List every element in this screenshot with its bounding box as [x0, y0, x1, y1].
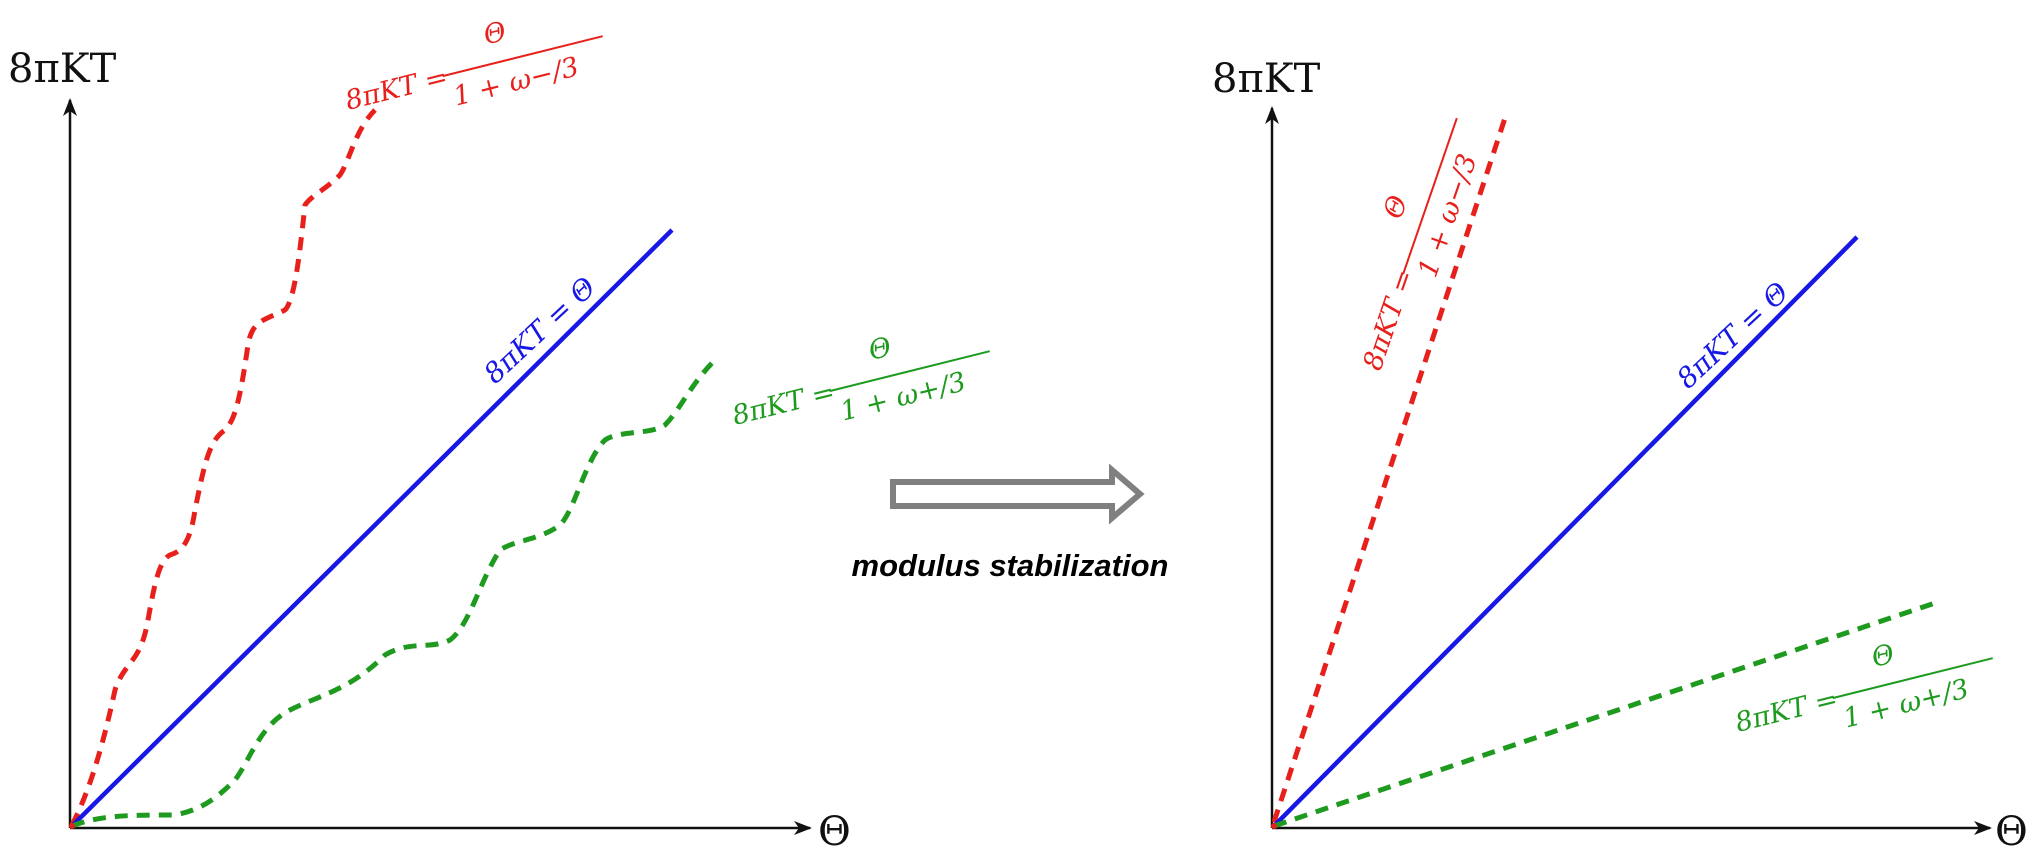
left-x-axis-label: Θ [818, 809, 851, 852]
right-red-fraction-bar [1402, 117, 1458, 275]
right-panel: 8πKT Θ 8πKT = Θ 1 + ω−/3 8πKT = Θ 8πKT =… [1212, 56, 2028, 852]
left-green-label: 8πKT = Θ 1 + ω+/3 [729, 331, 990, 432]
transition-arrow [890, 463, 1145, 525]
left-origin-dot [69, 823, 75, 829]
right-green-label-lhs: 8πKT = [1732, 683, 1841, 738]
left-green-label-lhs: 8πKT = [729, 376, 838, 431]
left-green-fraction-bar [829, 350, 990, 393]
right-y-axis-label: 8πKT [1212, 56, 1321, 102]
left-blue-line [70, 228, 674, 828]
right-red-line [1271, 117, 1508, 823]
left-red-fraction-bar [442, 35, 603, 78]
right-blue-label: 8πKT = Θ [1670, 275, 1795, 395]
right-red-label-lhs: 8πKT = [1357, 266, 1420, 375]
left-red-label-numerator: Θ [480, 16, 509, 51]
left-green-label-numerator: Θ [866, 331, 895, 366]
left-red-curve [69, 108, 377, 827]
left-red-label: 8πKT = Θ 1 + ω−/3 [342, 16, 603, 117]
left-y-axis-label: 8πKT [8, 46, 117, 92]
left-red-label-lhs: 8πKT = [342, 61, 451, 116]
left-red-label-denominator: 1 + ω−/3 [450, 51, 582, 112]
left-panel: 8πKT Θ 8πKT = Θ 1 + ω−/3 8πKT = Θ 8πKT =… [8, 16, 990, 852]
right-green-label-numerator: Θ [1869, 638, 1898, 673]
right-x-axis-label: Θ [1995, 809, 2028, 852]
right-blue-line [1272, 235, 1859, 828]
left-blue-label: 8πKT = Θ [477, 270, 602, 390]
left-green-curve [71, 358, 717, 829]
arrow-caption: modulus stabilization [851, 548, 1169, 583]
right-origin-dot [1271, 823, 1277, 829]
right-green-label: 8πKT = Θ 1 + ω+/3 [1732, 638, 1993, 739]
left-green-label-denominator: 1 + ω+/3 [837, 366, 969, 427]
right-green-label-denominator: 1 + ω+/3 [1840, 673, 1972, 734]
right-green-fraction-bar [1832, 657, 1993, 700]
right-red-label-numerator: Θ [1378, 192, 1415, 223]
right-red-label: 8πKT = Θ 1 + ω−/3 [1357, 117, 1484, 375]
right-green-line [1273, 600, 1936, 829]
double-arrow-icon [890, 463, 1145, 525]
